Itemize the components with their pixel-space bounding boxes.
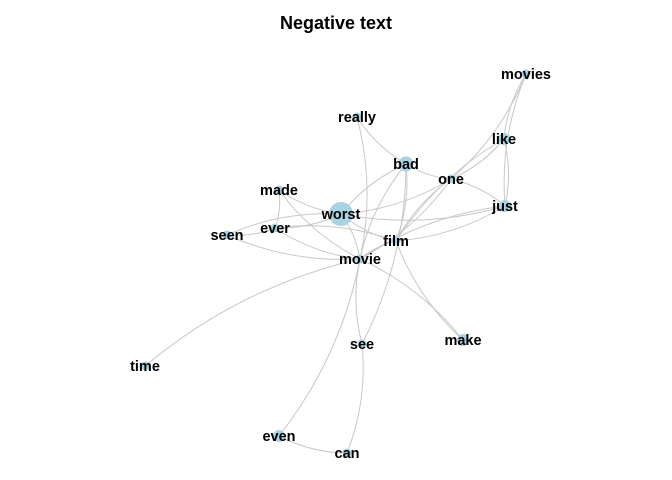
node-label-make: make xyxy=(444,333,481,349)
node-label-even: even xyxy=(262,429,295,445)
node-just xyxy=(499,200,511,212)
edge-like-just xyxy=(503,138,510,207)
node-label-time: time xyxy=(130,359,160,375)
edge-movies-one xyxy=(450,73,527,180)
nodes-layer xyxy=(140,69,531,458)
node-label-worst: worst xyxy=(321,207,361,223)
node-can xyxy=(342,448,352,458)
edge-bad-see xyxy=(361,163,407,345)
node-one xyxy=(446,174,456,184)
edge-movie-time xyxy=(144,258,361,367)
node-film xyxy=(391,236,401,246)
node-label-ever: ever xyxy=(260,221,290,237)
edge-movie-see xyxy=(355,258,363,345)
edge-just-film xyxy=(395,205,506,242)
node-bad xyxy=(398,156,414,172)
edge-even-can xyxy=(278,435,348,454)
edge-ever-movie xyxy=(274,227,361,260)
node-see xyxy=(357,339,367,349)
node-label-movies: movies xyxy=(501,67,551,83)
edges-layer xyxy=(144,73,527,454)
edge-film-make xyxy=(395,240,464,341)
node-label-just: just xyxy=(491,199,518,215)
node-label-see: see xyxy=(350,337,374,353)
node-ever xyxy=(270,223,280,233)
node-seen xyxy=(222,230,232,240)
node-label-one: one xyxy=(438,172,464,188)
edge-one-film xyxy=(395,178,452,242)
edge-ever-film xyxy=(274,225,397,242)
edge-like-one xyxy=(450,138,505,180)
diagram-title: Negative text xyxy=(279,13,393,33)
node-made xyxy=(274,185,284,195)
node-label-film: film xyxy=(383,234,409,250)
node-label-made: made xyxy=(260,183,298,199)
edge-one-movie xyxy=(359,178,452,260)
node-even xyxy=(273,430,285,442)
edge-like-film xyxy=(395,138,505,242)
node-label-really: really xyxy=(338,110,376,126)
node-label-like: like xyxy=(492,132,516,148)
edge-made-movie xyxy=(278,189,361,260)
node-really xyxy=(352,112,362,122)
edge-movie-make xyxy=(359,258,464,341)
node-movie xyxy=(355,254,365,264)
node-label-seen: seen xyxy=(210,228,243,244)
node-label-bad: bad xyxy=(393,157,419,173)
node-label-movie: movie xyxy=(339,252,381,268)
node-label-can: can xyxy=(335,446,360,462)
edge-seen-movie xyxy=(226,234,361,260)
edge-worst-seen xyxy=(226,213,342,236)
node-make xyxy=(457,334,469,346)
node-like xyxy=(498,133,510,145)
edge-just-worst xyxy=(340,205,506,221)
labels-layer: movies really like bad one made just worst ever s… xyxy=(130,67,551,462)
edge-just-movie xyxy=(359,205,506,260)
edge-one-worst xyxy=(340,178,452,215)
edge-see-can xyxy=(346,343,364,454)
node-time xyxy=(140,361,150,371)
node-movies xyxy=(521,69,531,79)
node-worst xyxy=(329,202,353,226)
edge-movie-even xyxy=(278,258,361,437)
